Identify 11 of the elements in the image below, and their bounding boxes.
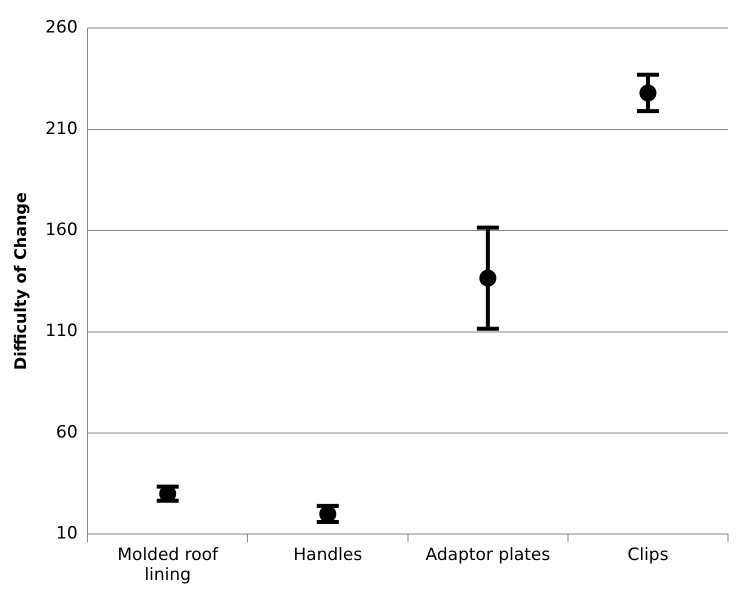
y-axis-title: Difficulty of Change <box>10 192 30 370</box>
x-tick-label: Molded roof lining <box>117 544 220 586</box>
x-tick-label: Clips <box>627 544 669 565</box>
x-tick-label: Adaptor plates <box>426 544 550 565</box>
y-tick-label: 160 <box>45 220 78 240</box>
x-tick-label: Handles <box>293 544 362 565</box>
y-tick-label: 210 <box>45 118 78 139</box>
y-tick-label: 260 <box>45 18 78 38</box>
y-tick-label: 110 <box>45 321 78 342</box>
y-tick-label: 60 <box>56 422 78 442</box>
y-tick-label: 10 <box>56 524 78 544</box>
